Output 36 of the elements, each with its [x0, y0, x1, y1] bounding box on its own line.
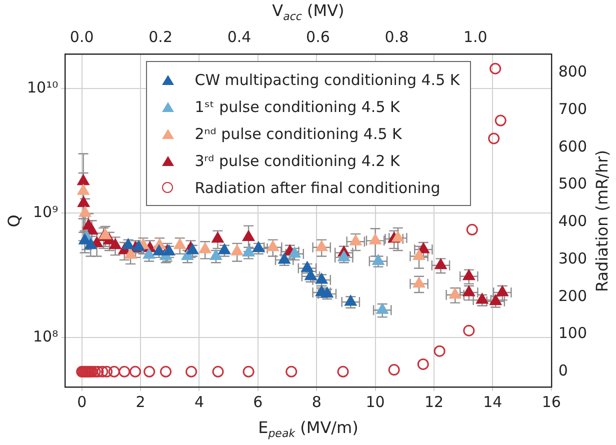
x-tick-label: 8 [312, 392, 322, 411]
y2-tick-label: 200 [558, 286, 588, 305]
x-tick-label: 12 [424, 392, 444, 411]
x2-tick-label: 0.6 [306, 28, 330, 46]
y-tick-label: 10⁹ [33, 202, 58, 221]
x-tick-label: 6 [253, 392, 263, 411]
x2-tick-label: 0.2 [148, 28, 172, 46]
x-tick-label: 0 [77, 392, 87, 411]
x-tick-label: 4 [194, 392, 204, 411]
y2-tick-label: 0 [558, 362, 568, 380]
y-tick-label: 10¹⁰ [26, 78, 58, 97]
legend-label: 1ˢᵗ pulse conditioning 4.5 K [194, 98, 400, 116]
y-axis-title: Q [4, 214, 24, 227]
x-axis-title: E$_{peak}$ (MV/m) [258, 418, 358, 440]
x-tick-label: 2 [136, 392, 146, 411]
x-tick-label: 16 [542, 392, 561, 411]
x-tick-label: 14 [483, 392, 502, 411]
y2-tick-label: 100 [558, 324, 588, 342]
x2-tick-label: 0.0 [70, 28, 94, 46]
x2-axis-title: V$_{acc}$ (MV) [272, 1, 344, 24]
x-tick-label: 10 [366, 392, 385, 411]
y2-tick-label: 700 [558, 100, 588, 118]
legend-label: CW multipacting conditioning 4.5 K [194, 70, 460, 88]
y2-tick-label: 500 [558, 174, 588, 193]
legend-label: Radiation after final conditioning [194, 178, 440, 196]
y-tick-label: 10⁸ [33, 327, 58, 346]
y2-tick-label: 400 [558, 212, 588, 230]
y2-axis-title: Radiation (mR/hr) [592, 149, 612, 292]
x2-tick-label: 0.8 [384, 28, 409, 46]
x2-tick-label: 0.4 [227, 28, 252, 46]
legend-label: 3ʳᵈ pulse conditioning 4.2 K [194, 152, 400, 170]
legend-label: 2ⁿᵈ pulse conditioning 4.5 K [194, 124, 402, 142]
x2-tick-label: 1.0 [463, 28, 488, 46]
y2-tick-label: 800 [558, 62, 588, 81]
y2-tick-label: 600 [558, 137, 588, 156]
y2-tick-label: 300 [558, 249, 588, 268]
